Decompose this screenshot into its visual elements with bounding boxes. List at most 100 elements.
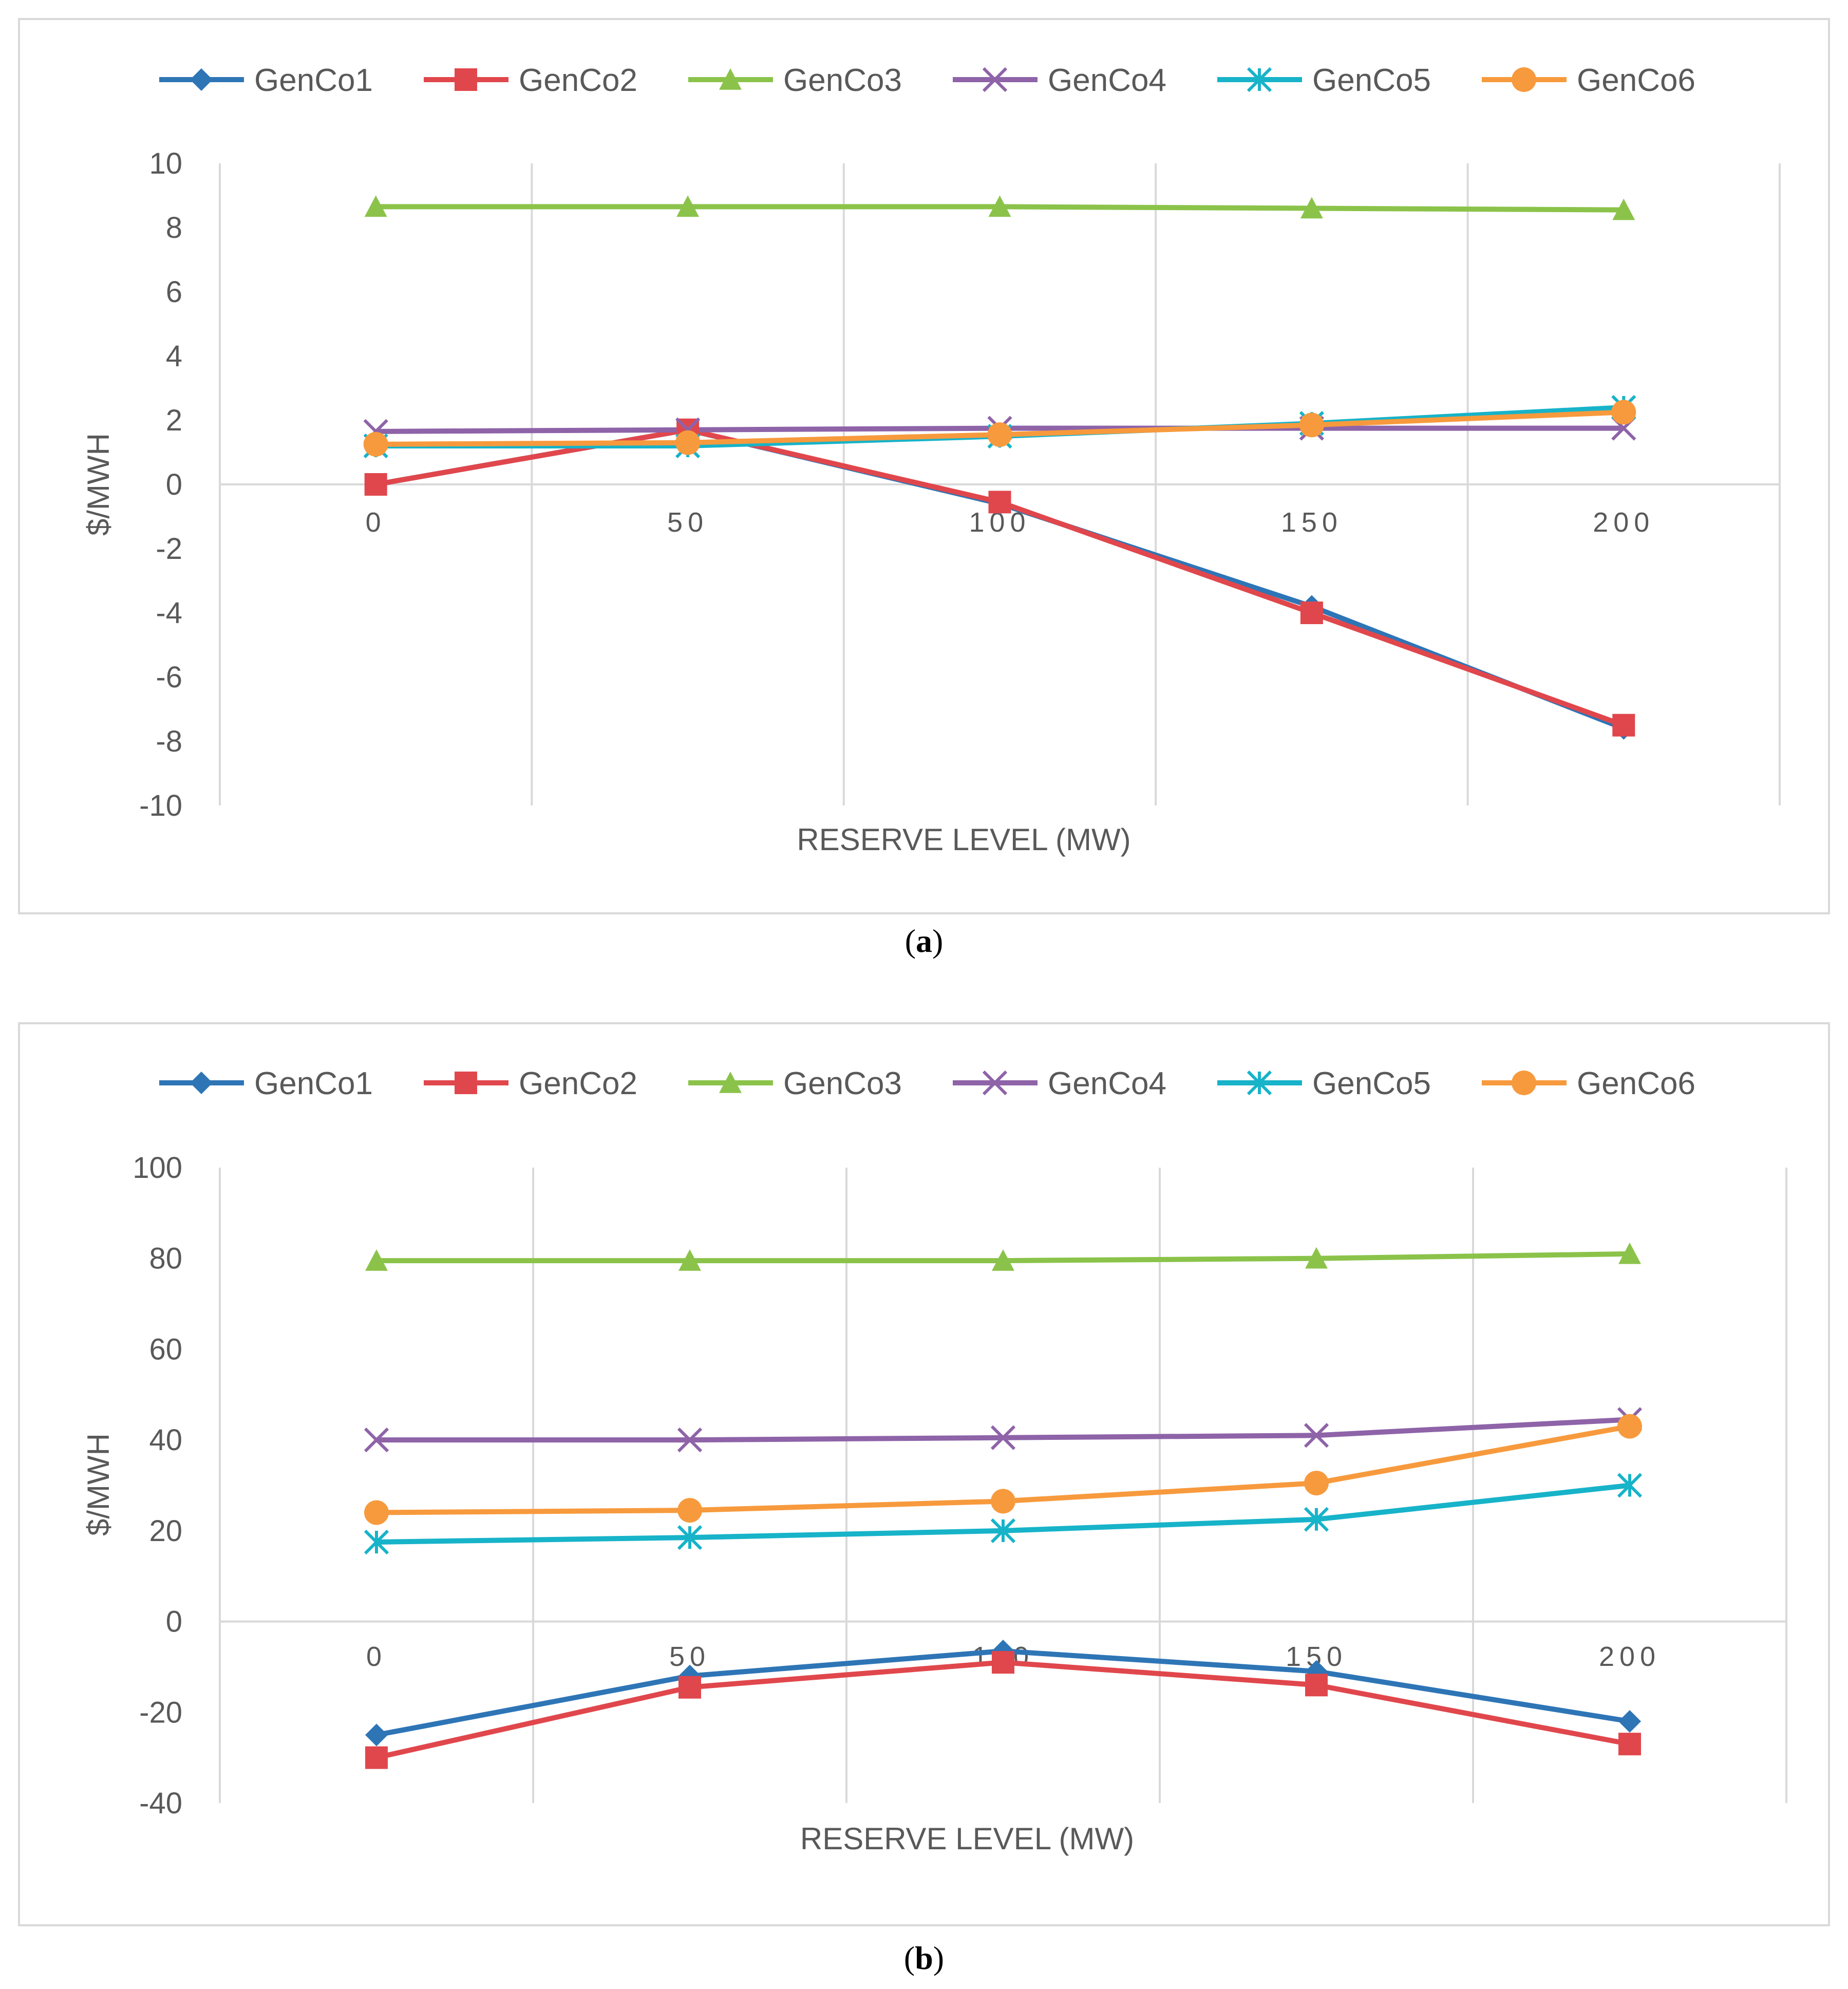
series-line-genco2-a — [375, 427, 1625, 728]
y-tick-label-a: 0 — [166, 468, 182, 501]
data-point-genco1-b — [1618, 1710, 1641, 1733]
caption-a: (a) — [904, 923, 944, 959]
data-point-genco6-a — [363, 431, 388, 457]
data-point-genco5-b — [1617, 1473, 1643, 1498]
legend-marker-genco1-a — [190, 68, 213, 91]
legend-label-genco5-a: GenCo5 — [1312, 63, 1431, 98]
data-point-genco6-a — [987, 422, 1012, 447]
y-tick-label-b: 60 — [149, 1333, 182, 1366]
y-tick-label-b: 20 — [149, 1514, 182, 1548]
legend-label-genco1-a: GenCo1 — [254, 63, 373, 98]
y-tick-label-a: -4 — [156, 596, 182, 630]
y-tick-label-b: 100 — [133, 1151, 182, 1185]
data-point-genco2-b — [1305, 1674, 1328, 1697]
data-point-genco2-b — [1618, 1733, 1641, 1756]
legend-marker-genco1-b — [190, 1072, 213, 1094]
data-point-genco2-b — [678, 1676, 701, 1699]
data-point-genco6-b — [991, 1489, 1015, 1514]
series-line-genco2-b — [375, 1660, 1630, 1760]
data-point-genco4-b — [677, 1428, 703, 1453]
data-point-genco2-a — [988, 491, 1011, 514]
y-tick-label-b: -40 — [139, 1787, 182, 1820]
y-tick-label-a: -6 — [156, 661, 182, 694]
data-point-genco3-b — [1618, 1242, 1641, 1264]
data-point-genco4-b — [1304, 1423, 1329, 1448]
caption-b: (b) — [903, 1940, 945, 1976]
data-point-genco1-b — [365, 1723, 388, 1747]
data-point-genco2-a — [1612, 714, 1635, 737]
legend-marker-genco3-a — [719, 68, 742, 90]
legend-label-genco2-a: GenCo2 — [519, 63, 637, 98]
chart-b: -40-20020406080100050100150200RESERVE LE… — [81, 1066, 1787, 1856]
data-point-genco3-a — [676, 195, 700, 217]
legend-marker-genco5-a — [1247, 67, 1272, 92]
y-tick-label-b: -20 — [139, 1696, 182, 1729]
data-point-genco3-b — [1305, 1247, 1328, 1269]
x-tick-label-b: 50 — [669, 1641, 710, 1672]
y-tick-label-a: 8 — [166, 211, 182, 245]
legend-label-genco1-b: GenCo1 — [254, 1066, 373, 1101]
y-axis-title-b: $/MWH — [81, 1433, 116, 1536]
caption-b-letter: b — [915, 1940, 933, 1976]
y-tick-label-a: 6 — [166, 275, 182, 309]
data-point-genco2-b — [992, 1651, 1014, 1674]
y-tick-label-a: 2 — [166, 404, 182, 437]
data-point-genco6-a — [1611, 400, 1636, 425]
y-tick-label-b: 40 — [149, 1423, 182, 1457]
data-point-genco3-b — [992, 1249, 1014, 1271]
y-tick-label-b: 0 — [166, 1605, 182, 1639]
y-axis-title-a: $/MWH — [81, 433, 116, 536]
data-point-genco6-a — [1299, 412, 1324, 438]
legend-label-genco6-a: GenCo6 — [1577, 63, 1695, 98]
chart-panel-a — [18, 18, 1830, 914]
legend-label-genco4-a: GenCo4 — [1048, 63, 1166, 98]
data-point-genco5-b — [677, 1525, 703, 1550]
data-point-genco6-b — [364, 1500, 389, 1525]
x-tick-label-a: 200 — [1593, 507, 1654, 538]
legend-marker-genco4-b — [982, 1070, 1008, 1096]
data-point-genco3-a — [1612, 198, 1635, 220]
data-point-genco2-a — [364, 473, 387, 496]
caption-a-letter: a — [916, 923, 932, 959]
x-tick-label-a: 150 — [1281, 507, 1343, 538]
x-axis-title-b: RESERVE LEVEL (MW) — [800, 1822, 1134, 1856]
legend-marker-genco5-b — [1247, 1070, 1272, 1096]
legend-marker-genco6-b — [1512, 1071, 1536, 1095]
legend-marker-genco2-a — [455, 68, 477, 91]
data-point-genco6-b — [1617, 1414, 1642, 1439]
y-tick-label-a: -2 — [156, 532, 182, 566]
chart-panel-b — [18, 1022, 1830, 1926]
data-point-genco3-b — [678, 1249, 701, 1271]
legend-b: GenCo1 GenCo2 GenCo3 GenCo4 GenCo5 GenCo6 — [159, 1066, 1695, 1101]
data-point-genco3-a — [988, 195, 1011, 217]
data-point-genco3-a — [364, 195, 387, 217]
x-tick-label-a: 0 — [366, 507, 386, 538]
legend-marker-genco6-a — [1512, 67, 1536, 92]
data-point-genco6-b — [677, 1498, 702, 1523]
legend-a: GenCo1 GenCo2 GenCo3 GenCo4 GenCo5 GenCo6 — [159, 63, 1695, 98]
legend-marker-genco3-b — [719, 1072, 742, 1093]
legend-label-genco4-b: GenCo4 — [1048, 1066, 1166, 1101]
series-line-genco1-a — [375, 427, 1625, 731]
data-point-genco3-a — [1300, 197, 1323, 219]
legend-marker-genco4-a — [982, 67, 1008, 92]
legend-label-genco6-b: GenCo6 — [1577, 1066, 1695, 1101]
data-point-genco3-b — [365, 1249, 388, 1271]
data-point-genco6-a — [675, 430, 701, 455]
data-point-genco6-b — [1304, 1471, 1329, 1496]
y-tick-label-b: 80 — [149, 1242, 182, 1275]
data-point-genco2-a — [1300, 602, 1323, 624]
legend-label-genco2-b: GenCo2 — [519, 1066, 637, 1101]
data-point-genco5-b — [990, 1518, 1016, 1543]
data-point-genco4-b — [364, 1428, 389, 1453]
y-tick-label-a: 4 — [166, 340, 182, 373]
legend-label-genco3-a: GenCo3 — [783, 63, 902, 98]
x-tick-label-b: 0 — [366, 1641, 387, 1672]
legend-marker-genco2-b — [455, 1072, 477, 1094]
y-tick-label-a: -8 — [156, 725, 182, 758]
data-point-genco5-b — [364, 1529, 389, 1555]
data-point-genco5-b — [1304, 1507, 1329, 1532]
y-tick-label-a: -10 — [139, 789, 182, 822]
